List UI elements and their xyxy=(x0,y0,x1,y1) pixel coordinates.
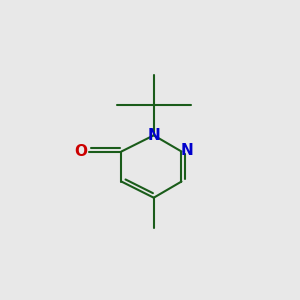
Text: O: O xyxy=(74,144,88,159)
Text: N: N xyxy=(147,128,160,143)
Text: N: N xyxy=(181,143,194,158)
